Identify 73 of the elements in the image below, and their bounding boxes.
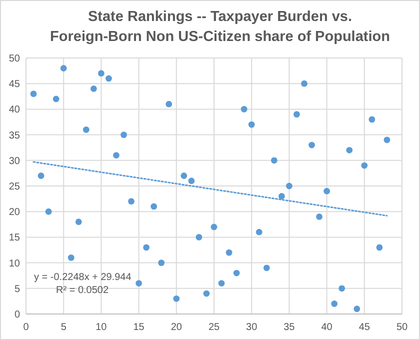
point <box>278 193 285 200</box>
point <box>38 172 44 179</box>
point <box>113 152 120 158</box>
point <box>240 106 248 112</box>
x-tick-label: 40 <box>321 322 333 333</box>
point <box>128 198 134 205</box>
point <box>218 280 225 286</box>
annotation: R² = 0.0502 <box>56 285 109 296</box>
point <box>90 86 97 92</box>
point <box>106 75 112 82</box>
point <box>256 228 262 236</box>
x-tick-label: 20 <box>170 322 182 333</box>
point <box>210 224 218 230</box>
point <box>150 203 158 210</box>
point <box>286 182 292 190</box>
point <box>331 300 338 307</box>
point <box>143 244 150 251</box>
point <box>226 249 232 256</box>
point <box>301 80 308 87</box>
chart-title: State Rankings -- Taxpayer Burden vs. Foreign-Born Non US-Citizen share of Population <box>50 9 390 45</box>
point <box>60 65 67 72</box>
x-tick-label: 0 <box>23 322 30 333</box>
point <box>196 234 202 240</box>
point <box>52 96 60 102</box>
y-tick-label: 0 <box>14 310 20 320</box>
point <box>188 178 195 184</box>
point <box>82 126 90 133</box>
x-tick-label: 5 <box>60 322 67 333</box>
point <box>136 280 142 286</box>
point <box>346 146 353 154</box>
point <box>158 260 165 266</box>
point <box>45 208 52 215</box>
point <box>338 285 346 292</box>
point <box>30 90 37 98</box>
point <box>354 306 360 312</box>
point <box>233 270 240 276</box>
x-tick-label: 30 <box>246 322 258 333</box>
x-tick-label: 35 <box>284 322 296 333</box>
y-tick-label: 5 <box>14 284 20 295</box>
y-tick-label: 15 <box>8 232 20 244</box>
point <box>308 142 315 148</box>
point <box>376 244 383 251</box>
y-tick-label: 30 <box>8 156 20 167</box>
x-tick-label: 15 <box>133 322 145 333</box>
point <box>324 188 330 194</box>
annotation: y = -0.2248x + 29.944 <box>34 272 132 283</box>
y-tick-label: 45 <box>8 79 20 90</box>
point <box>368 116 376 123</box>
x-tick-label: 50 <box>396 322 408 333</box>
point <box>294 111 300 118</box>
point <box>68 254 74 261</box>
y-tick-label: 40 <box>8 104 20 116</box>
x-tick-label: 25 <box>208 322 220 333</box>
x-tick-label: 10 <box>96 322 108 333</box>
x-tick-label: 45 <box>358 322 370 333</box>
point <box>361 162 368 169</box>
point <box>75 218 82 226</box>
point <box>384 136 390 144</box>
y-tick-label: 50 <box>8 54 20 64</box>
point <box>203 290 210 297</box>
point <box>263 264 270 272</box>
y-tick-label: 10 <box>8 258 20 270</box>
point <box>270 157 278 164</box>
point <box>120 132 127 138</box>
point <box>180 172 188 179</box>
point <box>316 214 322 220</box>
y-tick-label: 20 <box>8 207 20 218</box>
point <box>166 100 172 108</box>
point <box>173 295 180 302</box>
point <box>248 121 255 128</box>
y-tick-label: 25 <box>8 182 20 192</box>
y-tick-label: 35 <box>8 130 20 142</box>
point <box>98 70 104 77</box>
